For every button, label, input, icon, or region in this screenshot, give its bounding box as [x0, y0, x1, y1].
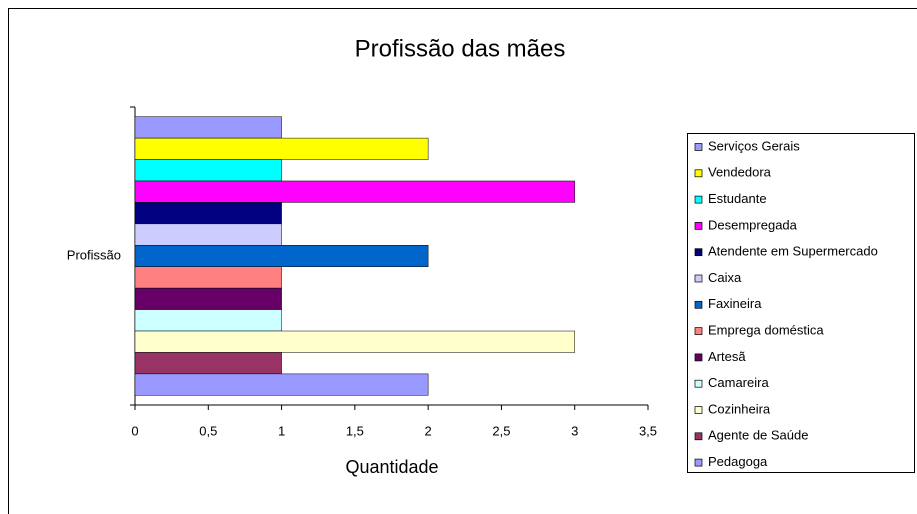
legend-label: Serviços Gerais — [708, 138, 800, 153]
legend-label: Artesã — [708, 349, 746, 364]
chart-title: Profissão das mães — [355, 35, 566, 62]
bar — [134, 116, 282, 139]
legend-label: Estudante — [708, 191, 767, 206]
x-tick-label: 3 — [571, 423, 578, 438]
x-tick-label: 2,5 — [492, 423, 510, 438]
legend-swatch — [694, 353, 703, 362]
bar — [134, 223, 282, 246]
legend-swatch — [694, 406, 703, 414]
bar — [134, 245, 429, 267]
x-tick-label: 0 — [131, 423, 138, 438]
legend-swatch — [694, 274, 703, 283]
legend-swatch — [694, 195, 703, 204]
legend-swatch — [694, 458, 703, 467]
legend-swatch — [694, 169, 703, 178]
y-tick-label: Profissão — [67, 247, 121, 262]
legend-label: Caixa — [708, 270, 742, 285]
bar — [134, 266, 282, 289]
bar — [134, 137, 429, 160]
legend-label: Atendente em Supermercado — [708, 244, 878, 259]
legend — [687, 133, 915, 473]
legend-label: Desempregada — [708, 217, 798, 232]
x-tick-label: 1 — [278, 423, 285, 438]
x-axis-title: Quantidade — [345, 457, 438, 477]
bar — [134, 202, 282, 225]
legend-label: Agente de Saúde — [708, 428, 808, 443]
bar — [134, 330, 575, 353]
x-tick-label: 1,5 — [346, 423, 364, 438]
legend-label: Pedagoga — [708, 454, 768, 469]
legend-label: Emprega doméstica — [708, 323, 824, 338]
legend-swatch — [694, 300, 703, 309]
legend-swatch — [694, 432, 703, 441]
legend-swatch — [694, 222, 703, 230]
legend-swatch — [694, 248, 703, 257]
bar — [134, 373, 429, 396]
legend-swatch — [694, 327, 703, 335]
bar — [134, 309, 282, 332]
bar — [134, 287, 282, 310]
x-tick-label: 2 — [425, 423, 432, 438]
bar — [134, 159, 282, 182]
x-tick-label: 0,5 — [199, 423, 217, 438]
legend-swatch — [694, 143, 703, 151]
legend-label: Vendedora — [708, 165, 772, 180]
legend-swatch — [694, 379, 703, 388]
bar — [134, 180, 575, 203]
legend-label: Cozinheira — [708, 401, 771, 416]
legend-label: Camareira — [708, 375, 769, 390]
bar — [134, 352, 282, 375]
x-tick-label: 3,5 — [639, 423, 657, 438]
legend-label: Faxineira — [708, 296, 762, 311]
